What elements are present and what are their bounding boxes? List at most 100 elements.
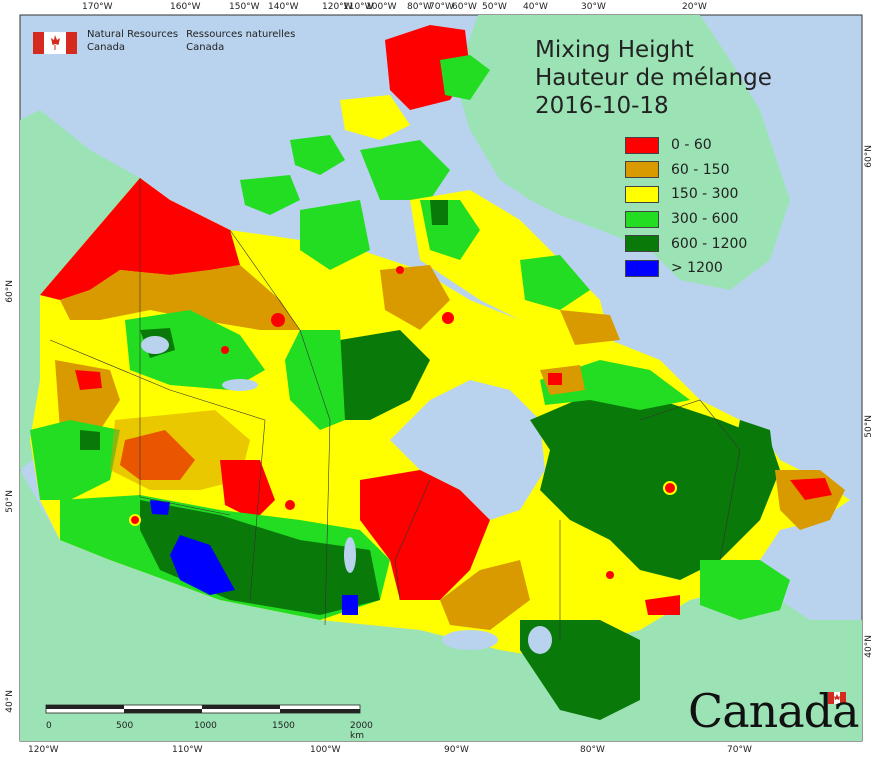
graticule-label-right: 60°N [864,145,874,168]
graticule-label-top: 20°W [682,2,707,12]
baffin-orange-east [560,310,620,345]
graticule-label-top: 120°W [322,2,353,12]
legend-item: 300 - 600 [625,207,747,232]
hudson-bay [390,380,545,520]
graticule-label-top: 50°W [482,2,507,12]
legend: 0 - 60 60 - 150 150 - 300 300 - 600 600 - 12… [625,133,747,281]
legend-item: > 1200 [625,256,747,281]
graticule-label-bottom: 70°W [727,745,752,755]
zone-orange-westcoast [55,360,120,430]
zone-green-maritimes [700,560,790,620]
map-date: 2016-10-18 [535,93,669,119]
graticule-label-left: 40°N [5,690,15,713]
canada-wordmark: Canada [688,684,860,738]
arctic-island-north-green [440,55,490,100]
scale-bar-label: 1500 [272,721,295,731]
map-title-en: Mixing Height [535,37,694,63]
legend-swatch [625,185,659,203]
zone-darkgreen-westcoast [80,430,100,450]
baffin-orange-region [380,265,450,330]
legend-item: 60 - 150 [625,158,747,183]
zone-red-maritimes [645,595,680,615]
zone-red-westcoast [75,370,102,390]
legend-label: 150 - 300 [671,186,739,203]
scale-bar-label: 2000 km [350,721,373,741]
legend-item: 150 - 300 [625,182,747,207]
anomaly-red-dot-prairie [285,500,295,510]
zone-red-northern-ontario [360,470,490,600]
nrcan-flag-icon [33,32,77,54]
anomaly-red-dot-baffin [396,266,404,274]
agency-header: Natural Resources Canada Ressources natu… [32,28,295,54]
zone-blue-alberta-small [150,500,170,515]
zone-darkgreen-keewatin [330,330,430,420]
graticule-label-top: 100°W [366,2,397,12]
map-area [19,14,863,742]
lake-huron [528,626,552,654]
scale-bar: 0 500 1000 1500 2000 km [46,705,373,741]
graticule-label-left: 50°N [5,490,15,513]
zone-green-keewatin [285,330,345,430]
graticule-label-bottom: 100°W [310,745,341,755]
usa-landmass [20,470,862,741]
map-title-fr: Hauteur de mélange [535,65,772,91]
legend-swatch [625,235,659,253]
legend-item: 600 - 1200 [625,231,747,256]
graticule-label-bottom: 80°W [580,745,605,755]
graticule-label-bottom: 90°W [444,745,469,755]
graticule-label-top: 150°W [229,2,260,12]
provincial-boundaries [49,178,741,640]
zone-red-newfoundland [790,478,832,500]
zone-red-ungava [548,373,562,385]
graticule-label-bottom: 120°W [28,745,59,755]
graticule-label-bottom: 110°W [172,745,203,755]
zone-blue-alberta [170,535,235,595]
zone-darkgreen-labrador [735,420,775,470]
legend-item: 0 - 60 [625,133,747,158]
canada-wordmark-flag [828,692,846,704]
graticule-label-top: 40°W [523,2,548,12]
alaska-landmass [20,110,140,310]
lake-superior [442,630,498,650]
legend-label: 300 - 600 [671,211,739,228]
zone-orange-west-central [110,410,250,490]
baffin-green-east [520,255,590,310]
graticule-label-right: 50°N [864,415,874,438]
legend-label: 0 - 60 [671,137,712,154]
agency-name-en: Natural Resources Canada [87,29,179,53]
anomaly-red-dot-ontario [606,571,614,579]
greenland-landmass [455,15,790,290]
legend-swatch [625,259,659,277]
legend-label: > 1200 [671,260,723,277]
zone-blue-manitoba [342,595,358,615]
legend-swatch [625,210,659,228]
graticule-label-top: 170°W [82,2,113,12]
map-title: Mixing Height Hauteur de mélange 2016-10… [535,36,772,120]
legend-swatch [625,136,659,154]
zone-darkgreen-quebec [530,390,780,580]
great-slave-lake [222,379,258,391]
zone-red-prairie-center [220,460,275,520]
graticule-label-right: 40°N [864,635,874,658]
legend-label: 60 - 150 [671,161,730,178]
scale-bar-label: 500 [116,721,134,731]
zone-orange-northwest [60,265,300,330]
arctic-island-1 [290,135,345,175]
zone-orange-ontario [440,560,530,630]
scale-bar-label: 0 [46,721,52,731]
graticule-label-top: 30°W [581,2,606,12]
zone-orange-ungava [540,365,585,395]
anomaly-red-dot-keewatin [221,346,229,354]
graticule-label-top: 160°W [170,2,201,12]
anomaly-red-dot-bc [129,514,141,526]
agency-name-fr: Ressources naturelles Canada [186,29,296,53]
graticule-label-top: 60°W [452,2,477,12]
scale-bar-graphic [45,704,361,714]
anomaly-red-dot-arctic [442,312,454,324]
graticule-label-left: 60°N [5,280,15,303]
arctic-island-4 [300,200,370,270]
graticule-label-top: 80°W [407,2,432,12]
anomaly-red-dot-yukon [271,313,285,327]
